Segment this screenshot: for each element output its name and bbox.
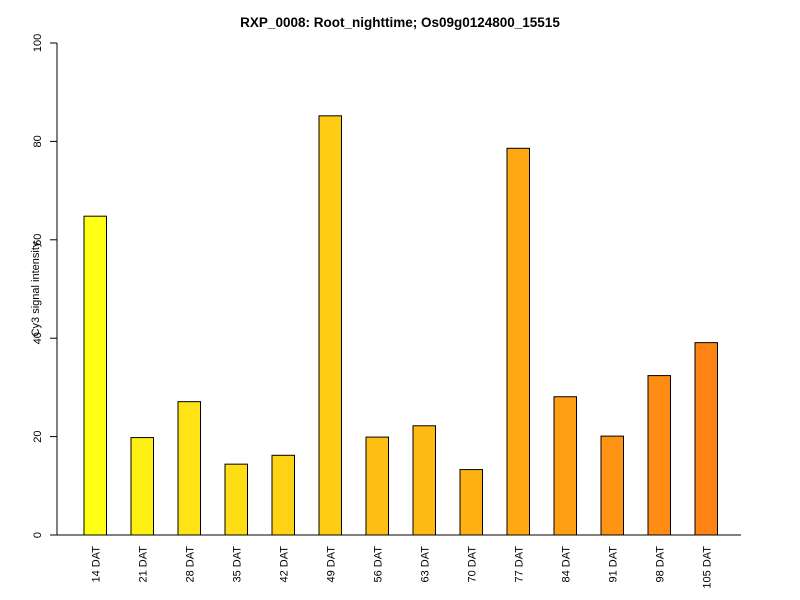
x-tick-label: 84 DAT: [560, 546, 572, 583]
x-tick-label: 105 DAT: [701, 546, 713, 589]
x-tick-label: 49 DAT: [325, 546, 337, 583]
bar-35-dat: [224, 463, 248, 536]
x-tick-label: 70 DAT: [466, 546, 478, 583]
bar-77-dat: [506, 147, 530, 536]
x-tick-label: 63 DAT: [419, 546, 431, 583]
bar-14-dat: [83, 215, 107, 536]
bar-42-dat: [271, 454, 295, 536]
bar-63-dat: [412, 425, 436, 536]
bar-56-dat: [365, 436, 389, 536]
bar-91-dat: [600, 435, 624, 536]
bar-105-dat: [694, 342, 718, 536]
bar-49-dat: [318, 115, 342, 536]
y-axis-label: Cy3 signal intensity: [30, 241, 42, 336]
y-axis: 0 20 40 60 80 100: [32, 34, 58, 538]
chart-title: RXP_0008: Root_nighttime; Os09g0124800_1…: [240, 15, 560, 30]
x-tick-label: 14 DAT: [90, 546, 102, 583]
y-tick-label: 80: [32, 135, 44, 147]
bar-98-dat: [647, 375, 671, 536]
x-tick-label: 42 DAT: [278, 546, 290, 583]
x-tick-label: 98 DAT: [654, 546, 666, 583]
y-tick-label: 0: [32, 532, 44, 538]
x-axis-labels: 14 DAT 21 DAT 28 DAT 35 DAT 42 DAT 49 DAT 56 D…: [90, 546, 713, 589]
y-tick-label: 60: [32, 234, 44, 246]
bars: [83, 115, 718, 536]
y-tick-label: 40: [32, 332, 44, 344]
bar-70-dat: [459, 469, 483, 536]
x-tick-label: 28 DAT: [184, 546, 196, 583]
x-tick-label: 35 DAT: [231, 546, 243, 583]
bar-84-dat: [553, 396, 577, 536]
bar-28-dat: [177, 401, 201, 536]
y-tick-label: 100: [32, 34, 44, 52]
bar-21-dat: [130, 437, 154, 536]
x-tick-label: 21 DAT: [137, 546, 149, 583]
x-tick-label: 91 DAT: [607, 546, 619, 583]
x-tick-label: 77 DAT: [513, 546, 525, 583]
x-tick-label: 56 DAT: [372, 546, 384, 583]
y-tick-label: 20: [32, 430, 44, 442]
